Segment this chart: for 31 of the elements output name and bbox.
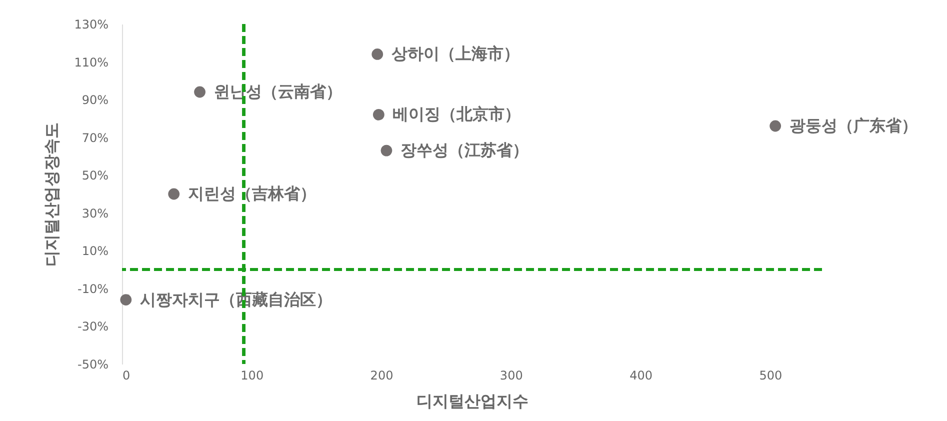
series-label: 상하이（上海市） [391,44,520,64]
y-axis-title: 디지털산업성장속도 [42,122,62,266]
x-tick-label: 300 [500,368,523,382]
point [168,188,180,200]
series-label: 베이징（北京市） [392,104,521,124]
x-tick-label: 0 [122,368,130,382]
series-label: 지린성（吉林省） [188,184,316,203]
y-tick-label: -10% [77,282,108,296]
point [372,48,384,60]
point [120,294,132,306]
y-tick-label: 10% [82,244,108,258]
x-tick-label: 400 [630,368,652,382]
x-tick-label: 500 [759,368,782,382]
point [380,144,392,156]
point [770,120,782,132]
x-tick-label: 200 [370,368,394,382]
x-tick-label: 100 [240,368,264,382]
y-tick-label: 30% [82,206,108,220]
y-tick-label: 90% [82,93,108,108]
x-axis-title: 디지털산업지수 [416,392,528,410]
y-tick-label: 110% [74,55,108,70]
point [372,108,384,120]
point [194,86,206,98]
y-tick-label: -50% [77,358,108,372]
series-label: 광둥성（广东省） [789,116,918,135]
series-label: 장쑤성（江苏省） [400,140,528,160]
series-label: 윈난성（云南省） [214,82,342,101]
y-tick-label: -30% [77,320,108,334]
y-tick-label: 50% [82,168,108,183]
y-tick-label: 130% [74,18,108,32]
y-tick-label: 70% [82,130,108,145]
